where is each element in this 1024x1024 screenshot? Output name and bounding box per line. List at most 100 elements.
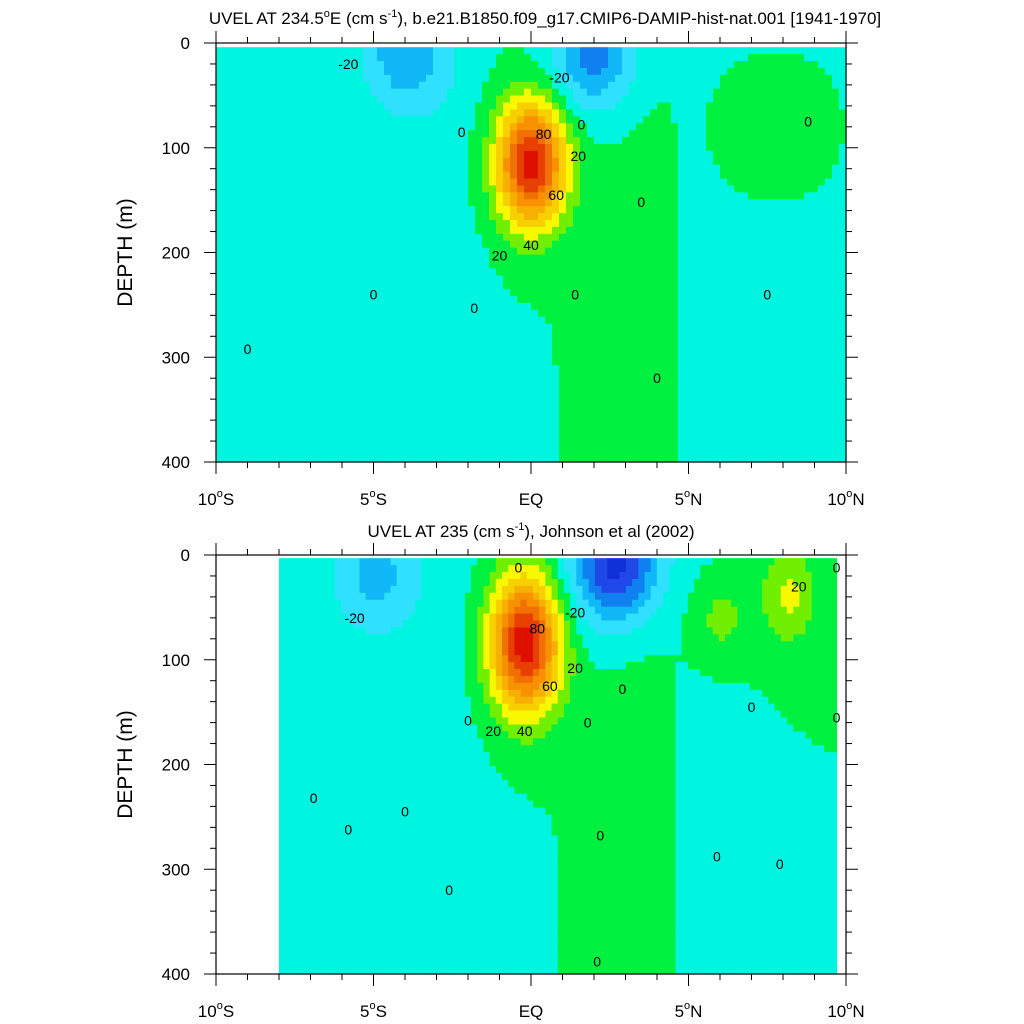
contour-cell: [650, 420, 658, 429]
contour-cell: [538, 95, 546, 104]
contour-cell: [741, 199, 749, 207]
contour-cell: [622, 309, 630, 318]
contour-cell: [300, 275, 308, 283]
contour-cell: [524, 399, 532, 408]
contour-cell: [230, 351, 238, 359]
contour-cell: [762, 296, 770, 304]
contour-cell: [545, 178, 553, 187]
contour-cell: [314, 282, 322, 290]
contour-cell: [692, 365, 700, 373]
contour-cell: [335, 344, 343, 352]
contour-cell: [790, 81, 798, 90]
contour-cell: [300, 143, 308, 152]
contour-cell: [517, 406, 525, 415]
contour-cell: [307, 420, 315, 429]
contour-cell: [496, 61, 504, 69]
contour-cell: [419, 213, 427, 221]
contour-cell: [594, 365, 602, 373]
contour-cell: [629, 102, 637, 111]
contour-cell: [461, 275, 469, 283]
contour-cell: [307, 95, 315, 104]
contour-cell: [475, 302, 483, 311]
contour-cell: [391, 289, 399, 297]
contour-cell: [419, 330, 427, 339]
contour-cell: [748, 261, 756, 270]
contour-cell: [769, 316, 777, 325]
contour-cell: [517, 358, 525, 366]
contour-cell: [503, 88, 511, 97]
contour-cell: [482, 213, 490, 221]
contour-cell: [230, 448, 238, 456]
contour-cell: [307, 427, 315, 435]
contour-cell: [230, 240, 238, 249]
contour-cell: [601, 275, 609, 283]
contour-cell: [566, 282, 574, 290]
contour-cell: [391, 323, 399, 332]
contour-cell: [776, 233, 784, 242]
contour-cell: [244, 171, 252, 180]
contour-cell: [510, 296, 518, 304]
contour-fill: [216, 47, 847, 463]
contour-cell: [468, 323, 476, 332]
contour-cell: [433, 427, 441, 435]
contour-cell: [566, 268, 574, 276]
contour-cell: [342, 54, 350, 62]
contour-cell: [286, 302, 294, 311]
contour-cell: [272, 434, 280, 442]
contour-cell: [503, 323, 511, 332]
contour-cell: [230, 261, 238, 270]
contour-cell: [566, 365, 574, 373]
contour-cell: [762, 413, 770, 422]
contour-cell: [391, 302, 399, 311]
contour-cell: [587, 254, 595, 263]
contour-cell: [664, 95, 672, 104]
contour-cell: [650, 109, 658, 117]
contour-cell: [573, 344, 581, 352]
contour-cell: [608, 109, 616, 117]
contour-cell: [377, 220, 385, 228]
contour-cell: [405, 289, 413, 297]
contour-cell: [643, 47, 651, 55]
contour-cell: [594, 130, 602, 138]
contour-cell: [699, 420, 707, 429]
contour-cell: [678, 171, 686, 180]
contour-cell: [230, 309, 238, 318]
contour-cell: [321, 150, 329, 159]
contour-cell: [279, 337, 287, 346]
contour-cell: [251, 441, 259, 449]
contour-cell: [734, 351, 742, 359]
contour-cell: [335, 95, 343, 104]
contour-cell: [489, 420, 497, 429]
contour-cell: [545, 275, 553, 283]
contour-cell: [286, 213, 294, 221]
contour-cell: [538, 268, 546, 276]
contour-cell: [601, 413, 609, 422]
contour-cell: [391, 171, 399, 180]
contour-cell: [307, 296, 315, 304]
contour-cell: [405, 226, 413, 235]
contour-cell: [300, 392, 308, 401]
contour-cell: [580, 275, 588, 283]
contour-cell: [321, 261, 329, 270]
contour-cell: [475, 95, 483, 104]
contour-cell: [706, 143, 714, 152]
contour-cell: [496, 372, 504, 380]
contour-cell: [734, 171, 742, 180]
contour-cell: [398, 61, 406, 69]
contour-cell: [594, 289, 602, 297]
contour-cell: [412, 302, 420, 311]
contour-cell: [237, 164, 245, 173]
contour-cell: [335, 282, 343, 290]
contour-cell: [594, 448, 602, 456]
contour-cell: [426, 316, 434, 325]
contour-cell: [741, 392, 749, 401]
contour-cell: [531, 372, 539, 380]
contour-cell: [559, 420, 567, 429]
contour-cell: [608, 282, 616, 290]
contour-cell: [580, 358, 588, 366]
contour-cell: [769, 171, 777, 180]
contour-cell: [433, 275, 441, 283]
contour-cell: [349, 289, 357, 297]
contour-cell: [608, 392, 616, 401]
contour-cell: [713, 95, 721, 104]
